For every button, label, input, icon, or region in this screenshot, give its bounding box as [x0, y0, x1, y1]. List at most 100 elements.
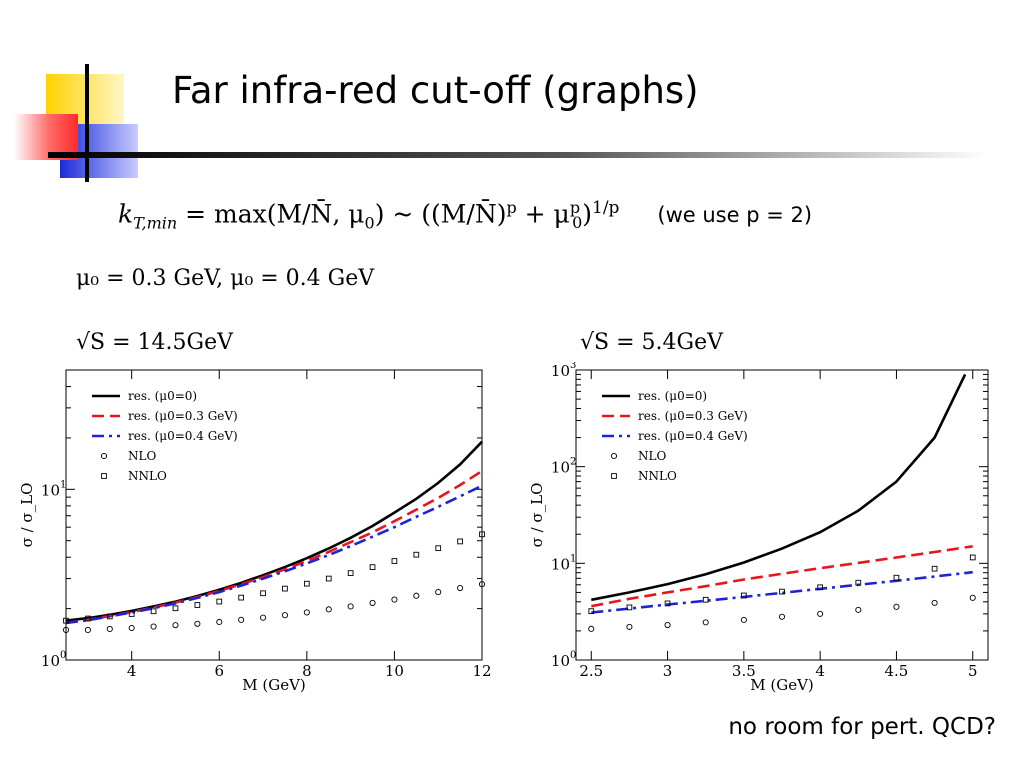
nnlo-point: [588, 608, 595, 615]
formula-mu0-sub: 0: [572, 213, 583, 233]
nnlo-point: [303, 580, 310, 587]
series-line-1: [65, 469, 483, 625]
nnlo-point: [779, 588, 785, 595]
nlo-point: [702, 619, 709, 626]
formula-p-sup: p: [506, 198, 517, 217]
slide-title: Far infra-red cut-off (graphs): [172, 69, 699, 112]
plot-frame: [65, 369, 483, 661]
nlo-point: [325, 606, 332, 613]
nlo-point: [303, 609, 310, 616]
x-tick-label: 10: [385, 662, 404, 680]
y-tick-label: 10: [551, 459, 570, 477]
nnlo-point: [325, 575, 332, 582]
series-line-2: [591, 570, 973, 614]
y-tick-label: 10: [41, 481, 60, 499]
nnlo-point: [369, 564, 376, 570]
nlo-point: [478, 581, 486, 588]
formula-eq: = max(M/N̄, μ: [185, 199, 365, 229]
nnlo-point: [626, 604, 633, 611]
nnlo-point: [817, 584, 823, 591]
y-tick-label-exponent: 3: [570, 362, 576, 371]
y-tick-label: 10: [551, 362, 570, 380]
nnlo-point: [969, 554, 976, 561]
nlo-point: [281, 612, 288, 619]
nlo-point: [778, 613, 786, 620]
x-tick-label: 3.5: [732, 662, 756, 680]
nlo-point: [817, 610, 824, 617]
nnlo-point: [435, 545, 442, 552]
formula-plus: + μ: [516, 199, 570, 229]
nlo-point: [626, 623, 633, 630]
x-axis-label: M (GeV): [242, 676, 306, 694]
nnlo-point: [282, 585, 288, 592]
nnlo-point: [260, 590, 266, 597]
nlo-point: [740, 616, 747, 623]
nlo-point: [969, 594, 976, 601]
nlo-point: [391, 596, 398, 603]
y-axis-label: σ / σ_LO: [528, 483, 546, 548]
nlo-point: [369, 599, 376, 606]
y-tick-label-exponent: 1: [570, 553, 576, 564]
nlo-point: [588, 625, 595, 632]
nnlo-point: [391, 558, 398, 564]
x-tick-label: 6: [214, 662, 224, 680]
nnlo-point: [85, 615, 91, 622]
legend-label: res. (μ0=0.3 GeV): [128, 409, 238, 423]
legend-label: res. (μ0=0.3 GeV): [638, 409, 748, 423]
nnlo-point: [413, 551, 420, 558]
nnlo-point: [238, 594, 245, 601]
x-tick-label: 3: [663, 662, 673, 680]
nnlo-point: [216, 598, 223, 605]
formula-lhs: k: [118, 199, 134, 229]
nlo-point: [238, 616, 245, 623]
logo-vertical-bar: [85, 64, 89, 182]
legend-label: res. (μ0=0.4 GeV): [638, 429, 748, 443]
legend-label: NNLO: [638, 469, 677, 483]
x-tick-label: 12: [472, 662, 491, 680]
series-line-0: [591, 373, 967, 602]
formula-rest: ) ~ ((M/N̄): [374, 199, 507, 229]
nlo-point: [62, 626, 70, 633]
formula-close: ): [582, 199, 593, 229]
nlo-point: [664, 621, 671, 629]
legend-label: res. (μ0=0): [128, 389, 197, 403]
formula: kT,min = max(M/N̄, μ0) ~ ((M/N̄)p + μp0)…: [118, 198, 812, 232]
y-tick-label-exponent: 1: [60, 479, 66, 490]
plot-frame: [575, 369, 989, 661]
left-energy-label: √S = 14.5GeV: [76, 330, 233, 355]
nlo-point: [855, 606, 862, 613]
formula-mu-sub: 0: [364, 213, 375, 233]
nnlo-point: [893, 574, 900, 581]
x-tick-label: 4: [815, 662, 825, 680]
nnlo-point: [855, 579, 862, 586]
nnlo-point: [931, 565, 938, 572]
nlo-point: [172, 622, 179, 629]
x-tick-label: 5: [968, 662, 978, 680]
legend-marker: [101, 473, 107, 479]
nlo-point: [435, 589, 442, 596]
formula-lhs-sub: T,min: [133, 213, 178, 233]
nlo-point: [150, 623, 157, 630]
nlo-point: [216, 618, 223, 626]
nnlo-point: [457, 538, 463, 545]
nnlo-point: [347, 570, 354, 576]
nlo-point: [84, 626, 91, 633]
legend-marker: [100, 452, 108, 460]
nlo-point: [413, 592, 420, 599]
nnlo-point: [702, 596, 709, 603]
x-tick-label: 2.5: [579, 662, 603, 680]
nlo-point: [128, 624, 135, 632]
nnlo-point: [194, 602, 201, 608]
formula-mu0-sup: p: [569, 198, 581, 217]
x-axis-label: M (GeV): [750, 676, 814, 694]
nnlo-point: [172, 605, 179, 612]
nnlo-point: [128, 611, 135, 617]
legend-label: NLO: [638, 449, 666, 463]
footer-note: no room for pert. QCD?: [728, 714, 996, 740]
nnlo-point: [150, 608, 157, 615]
title-underline: [48, 152, 988, 158]
y-tick-label-exponent: 0: [60, 650, 66, 661]
y-tick-label-exponent: 0: [570, 650, 576, 661]
legend-label: NNLO: [128, 469, 167, 483]
